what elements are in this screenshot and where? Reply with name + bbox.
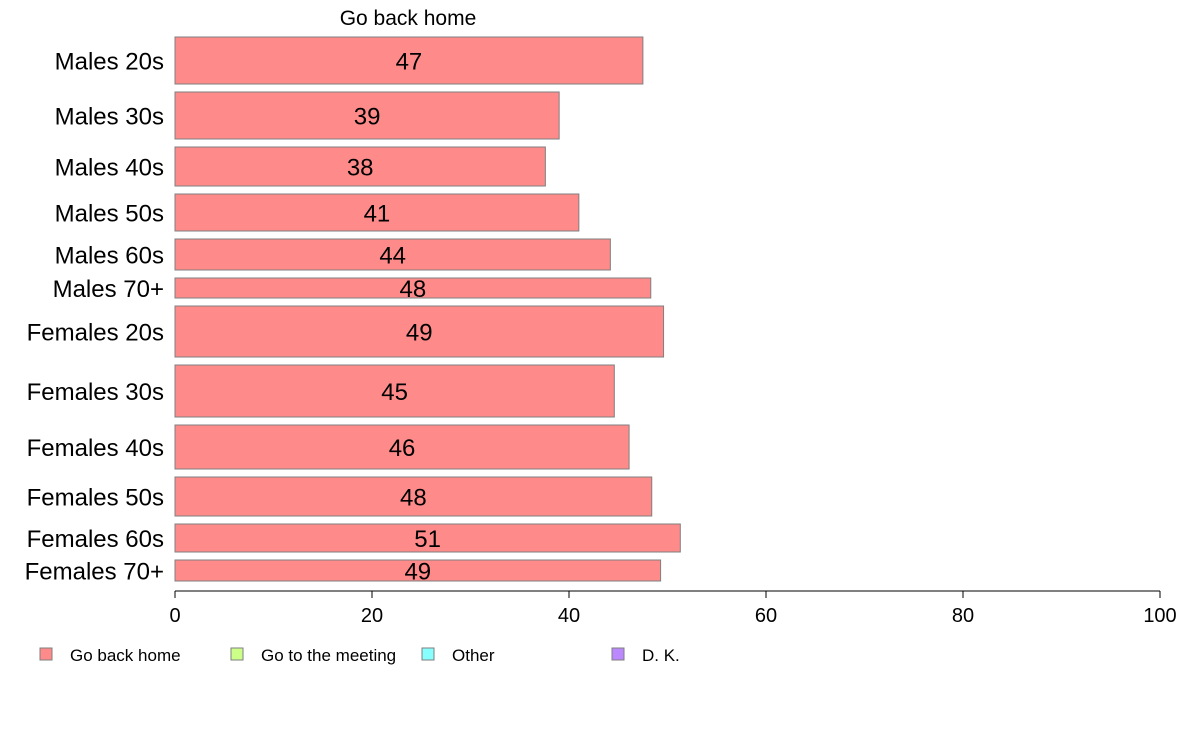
legend: Go back home Go to the meeting Other D. K.: [39, 646, 680, 665]
bar-females-60s: [174, 523, 681, 553]
x-tick-label-0: 0: [169, 605, 180, 627]
value-label-females-30s: 45: [381, 379, 408, 406]
legend-label-go-to-the-meeting: Go to the meeting: [261, 646, 396, 665]
bar-males-70: [174, 277, 652, 299]
bar-females-70: [174, 559, 662, 582]
x-tick-label-60: 60: [755, 605, 777, 627]
x-tick-label-100: 100: [1143, 605, 1176, 627]
x-axis: 0 20 40 60 80 100: [169, 590, 1177, 627]
category-label-females-50s: Females 50s: [27, 485, 164, 512]
value-label-males-50s: 41: [364, 201, 391, 228]
legend-swatch-go-to-the-meeting: [230, 647, 244, 661]
bar-females-50s: [174, 476, 653, 517]
category-label-females-70: Females 70+: [25, 559, 164, 586]
bar-males-50s: [174, 193, 580, 232]
legend-label-d-k: D. K.: [642, 646, 680, 665]
value-label-males-20s: 47: [396, 49, 423, 76]
bar-males-40s: [174, 146, 546, 187]
category-label-males-30s: Males 30s: [55, 104, 164, 131]
value-label-females-50s: 48: [400, 485, 427, 512]
x-tick-label-40: 40: [558, 605, 580, 627]
legend-label-other: Other: [452, 646, 495, 665]
value-label-females-70: 49: [404, 559, 431, 586]
value-label-males-30s: 39: [354, 104, 381, 131]
value-label-females-20s: 49: [406, 320, 433, 347]
category-label-males-60s: Males 60s: [55, 243, 164, 270]
bar-females-20s: [174, 305, 665, 358]
category-label-females-30s: Females 30s: [27, 379, 164, 406]
legend-swatch-other: [421, 647, 435, 661]
bar-males-30s: [174, 91, 560, 140]
category-label-males-20s: Males 20s: [55, 49, 164, 76]
bar-females-30s: [174, 364, 615, 418]
value-label-males-70: 48: [400, 276, 427, 303]
value-label-females-60s: 51: [414, 526, 441, 553]
bar-females-40s: [174, 424, 630, 470]
legend-swatch-d-k: [611, 647, 625, 661]
value-label-males-60s: 44: [379, 243, 406, 270]
category-label-males-50s: Males 50s: [55, 201, 164, 228]
bar-males-20s: [174, 36, 644, 85]
category-label-females-40s: Females 40s: [27, 435, 164, 462]
bar-males-60s: [174, 238, 611, 271]
x-tick-label-20: 20: [361, 605, 383, 627]
value-label-females-40s: 46: [389, 435, 416, 462]
category-label-males-70: Males 70+: [53, 276, 164, 303]
x-tick-label-80: 80: [952, 605, 974, 627]
value-label-males-40s: 38: [347, 155, 374, 182]
chart-title: Go back home: [340, 7, 477, 30]
category-label-females-60s: Females 60s: [27, 526, 164, 553]
legend-swatch-go-back-home: [39, 647, 53, 661]
category-label-females-20s: Females 20s: [27, 320, 164, 347]
legend-label-go-back-home: Go back home: [70, 646, 181, 665]
category-label-males-40s: Males 40s: [55, 155, 164, 182]
bars-group: Males 20s 47 Males 30s 39 Males 40s 38 Males 5…: [25, 36, 681, 586]
